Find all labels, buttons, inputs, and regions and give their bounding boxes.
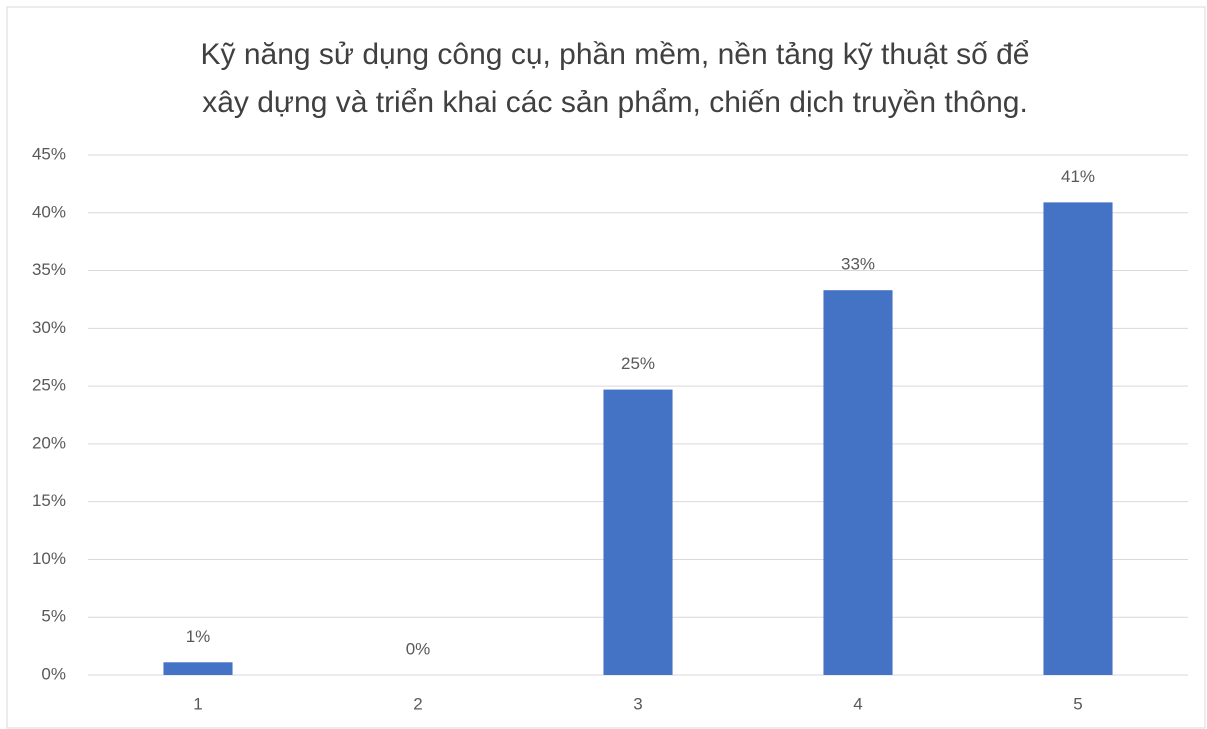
y-tick-label: 10% <box>32 549 66 568</box>
x-tick-label: 2 <box>413 694 422 713</box>
x-tick-label: 3 <box>633 694 642 713</box>
data-label: 0% <box>406 639 431 658</box>
bar <box>1043 202 1113 675</box>
data-label: 25% <box>621 354 655 373</box>
y-tick-label: 35% <box>32 260 66 279</box>
y-tick-label: 0% <box>41 664 66 683</box>
y-tick-label: 25% <box>32 376 66 395</box>
y-tick-label: 40% <box>32 202 66 221</box>
y-tick-label: 20% <box>32 433 66 452</box>
y-tick-label: 15% <box>32 491 66 510</box>
y-tick-label: 5% <box>41 607 66 626</box>
data-label: 33% <box>841 255 875 274</box>
x-tick-label: 4 <box>853 694 862 713</box>
x-tick-label: 1 <box>193 694 202 713</box>
data-label: 1% <box>186 627 211 646</box>
chart-title: xây dựng và triển khai các sản phẩm, chi… <box>202 86 1028 119</box>
y-tick-label: 45% <box>32 144 66 163</box>
y-tick-label: 30% <box>32 318 66 337</box>
bar <box>163 662 233 675</box>
bar <box>603 389 673 675</box>
bar <box>823 290 893 675</box>
data-label: 41% <box>1061 167 1095 186</box>
chart-title: Kỹ năng sử dụng công cụ, phần mềm, nền t… <box>201 38 1030 71</box>
x-tick-label: 5 <box>1073 694 1082 713</box>
